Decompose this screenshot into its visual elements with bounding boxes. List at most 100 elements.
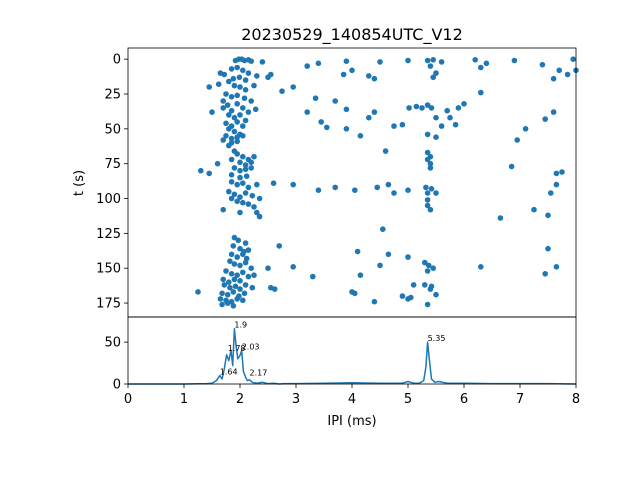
scatter-point (231, 128, 238, 135)
scatter-point (234, 272, 240, 279)
scatter-point (559, 169, 565, 175)
scatter-point (424, 156, 431, 163)
scatter-point (240, 180, 246, 186)
scatter-point (424, 268, 431, 274)
peak-label: 5.35 (428, 334, 446, 343)
scatter-point (447, 114, 453, 121)
scatter-point (237, 194, 243, 200)
scatter-point (236, 74, 243, 81)
scatter-point (424, 102, 431, 108)
scatter-point (224, 102, 231, 108)
scatter-point (240, 297, 246, 304)
histogram-frame (127, 316, 577, 385)
scatter-point (514, 137, 520, 143)
scatter-point (228, 66, 235, 72)
scatter-point (332, 98, 339, 104)
scatter-point (553, 181, 560, 188)
scatter-point (564, 71, 571, 78)
scatter-point (312, 95, 319, 101)
scatter-point (237, 278, 243, 284)
scatter-point (343, 126, 350, 132)
scatter-point (545, 245, 551, 252)
scatter-point (237, 286, 243, 292)
scatter-points (195, 56, 579, 309)
scatter-point (226, 279, 232, 286)
scatter-point (433, 114, 439, 121)
scatter-point (382, 148, 389, 154)
scatter-point (433, 291, 439, 298)
scatter-point (385, 181, 392, 188)
scatter-point (245, 273, 252, 280)
scatter-point (206, 170, 212, 177)
scatter-point (226, 142, 232, 149)
peak-label: 1.9 (234, 321, 247, 330)
scatter-point (219, 290, 225, 297)
scatter-point (385, 251, 392, 258)
scatter-point (430, 74, 437, 81)
scatter-point (419, 105, 425, 111)
scatter-point (253, 73, 260, 79)
scatter-point (242, 190, 249, 196)
scatter-point (478, 64, 484, 71)
scatter-point (424, 197, 431, 203)
scatter-point (242, 162, 249, 168)
x-tick-label: 8 (572, 392, 580, 407)
scatter-point (422, 259, 428, 266)
scatter-point (234, 151, 240, 157)
scatter-point (253, 181, 260, 188)
scatter-point (427, 206, 434, 213)
scatter-point (226, 78, 232, 85)
scatter-point (195, 289, 201, 295)
scatter-point (548, 190, 554, 196)
scatter-point (240, 153, 246, 160)
scatter-point (242, 117, 249, 124)
scatter-point (410, 282, 417, 288)
scatter-point (249, 284, 256, 291)
scatter-point (478, 264, 484, 270)
scatter-point (223, 120, 229, 127)
scatter-point (424, 202, 431, 209)
y-tick-label-top: 25 (104, 87, 121, 102)
scatter-point (424, 301, 431, 308)
y-axis-label-top: t (s) (72, 170, 87, 196)
scatter-point (248, 165, 254, 171)
peak-label: 1.64 (220, 368, 238, 377)
y-tick-label-top: 100 (96, 192, 121, 207)
x-tick-label: 2 (236, 392, 244, 407)
scatter-point (340, 71, 347, 78)
scatter-point (483, 60, 490, 67)
scatter-point (220, 105, 226, 111)
scatter-point (228, 156, 235, 163)
scatter-point (220, 137, 226, 143)
scatter-point (241, 290, 248, 297)
y-tick-label-top: 50 (104, 122, 121, 137)
scatter-point (452, 121, 459, 128)
scatter-point (531, 206, 537, 213)
scatter-point (237, 262, 243, 269)
scatter-point (243, 173, 250, 179)
scatter-point (232, 57, 239, 64)
scatter-point (570, 56, 576, 62)
scatter-point (214, 160, 221, 167)
scatter-point (231, 165, 238, 171)
scatter-point (231, 114, 238, 121)
scatter-point (228, 135, 235, 142)
scatter-point (374, 184, 381, 191)
scatter-point (455, 105, 462, 111)
histogram-panel: 1.64 1.78 1.9 2.03 2.17 5.35 0 50 0 1 2 3 4 5 6 7 8 (104, 316, 580, 407)
scatter-point (310, 273, 316, 280)
scatter-point (223, 133, 229, 139)
y-tick-label-bottom: 50 (104, 336, 121, 351)
scatter-point (424, 149, 431, 156)
scatter-point (324, 124, 330, 131)
scatter-point (553, 264, 560, 270)
scatter-point (413, 103, 420, 110)
scatter-point (220, 206, 226, 213)
scatter-point (424, 131, 431, 138)
scatter-point (371, 75, 378, 82)
y-tick-label-top: 150 (96, 262, 121, 277)
peak-label: 1.78 (228, 344, 246, 353)
scatter-point (245, 109, 252, 115)
scatter-point (237, 245, 243, 252)
